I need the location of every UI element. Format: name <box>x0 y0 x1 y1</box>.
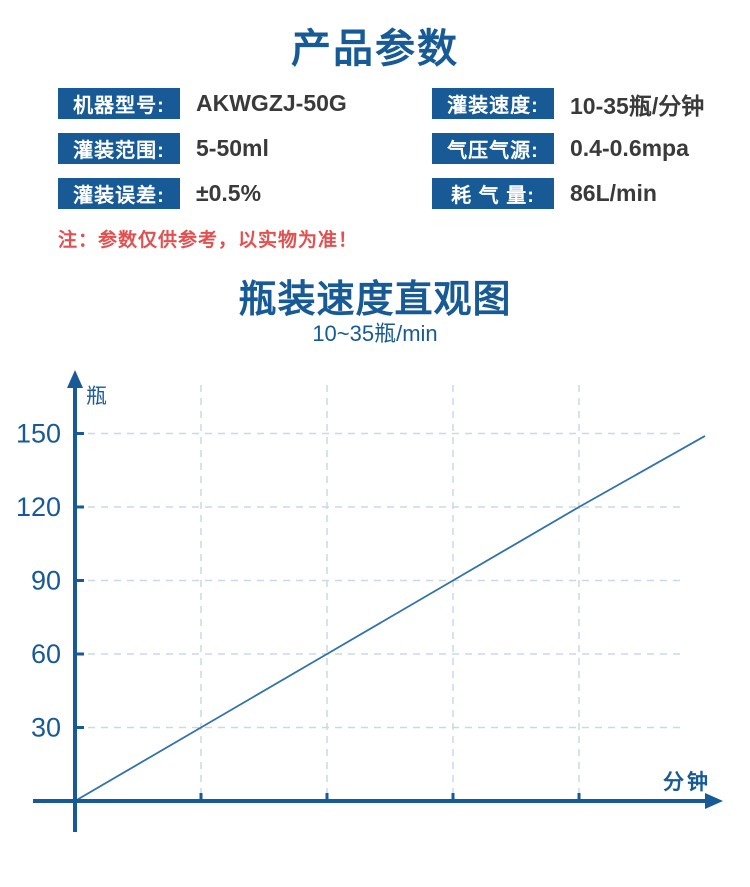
spec-label-filling-error: 灌装误差: <box>58 178 180 209</box>
disclaimer-note: 注：参数仅供参考，以实物为准！ <box>58 230 359 251</box>
y-axis-arrow-icon <box>67 370 83 388</box>
speed-line-chart: 30 60 90 120 150 瓶分钟 <box>16 370 723 832</box>
spec-label-air-consumption: 耗 气 量: <box>432 178 554 209</box>
spec-column-left: 机器型号: AKWGZJ-50G 灌装范围: 5-50ml 灌装误差: ±0.5… <box>58 88 347 223</box>
spec-row-air-pressure: 气压气源: 0.4-0.6mpa <box>432 133 704 164</box>
y-tick-label: 60 <box>31 639 61 669</box>
series-line <box>74 435 706 802</box>
spec-label-filling-speed: 灌装速度: <box>432 88 554 119</box>
y-tick-label: 120 <box>16 492 61 522</box>
x-axis-label: 分钟 <box>663 771 711 794</box>
spec-label-model: 机器型号: <box>58 88 180 119</box>
chart-subtitle: 10~35瓶/min <box>312 321 438 346</box>
spec-row-model: 机器型号: AKWGZJ-50G <box>58 88 347 119</box>
spec-value-filling-error: ±0.5% <box>196 180 262 206</box>
spec-value-model: AKWGZJ-50G <box>196 90 347 116</box>
spec-value-air-consumption: 86L/min <box>570 180 657 206</box>
x-axis-arrow-icon <box>705 793 723 809</box>
spec-label-air-pressure: 气压气源: <box>432 133 554 164</box>
y-tick-label: 90 <box>31 566 61 596</box>
spec-row-air-consumption: 耗 气 量: 86L/min <box>432 178 704 209</box>
spec-row-filling-range: 灌装范围: 5-50ml <box>58 133 347 164</box>
spec-value-filling-range: 5-50ml <box>196 135 269 161</box>
spec-row-filling-error: 灌装误差: ±0.5% <box>58 178 347 209</box>
y-tick-label: 150 <box>16 419 61 449</box>
chart-title: 瓶装速度直观图 <box>238 279 512 321</box>
page-title: 产品参数 <box>291 27 459 71</box>
y-axis-label: 瓶 <box>86 385 107 408</box>
spec-value-filling-speed: 10-35瓶/分钟 <box>570 92 705 119</box>
y-tick-label: 30 <box>31 713 61 743</box>
spec-label-filling-range: 灌装范围: <box>58 133 180 164</box>
spec-column-right: 灌装速度: 10-35瓶/分钟 气压气源: 0.4-0.6mpa 耗 气 量: … <box>432 88 704 223</box>
spec-row-filling-speed: 灌装速度: 10-35瓶/分钟 <box>432 88 704 119</box>
spec-value-air-pressure: 0.4-0.6mpa <box>570 135 689 161</box>
